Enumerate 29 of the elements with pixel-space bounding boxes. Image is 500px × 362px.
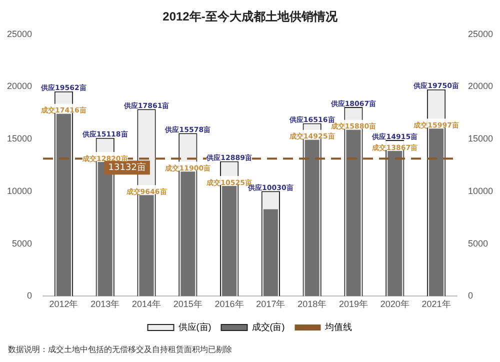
y2-tick-label: 15000 — [468, 134, 494, 144]
x-tick-label: 2019年 — [338, 299, 368, 310]
x-tick-label: 2021年 — [422, 299, 451, 310]
y2-tick-label: 20000 — [468, 81, 494, 92]
y-tick-label: 10000 — [6, 186, 32, 196]
y2-tick-label: 25000 — [468, 28, 494, 39]
y-tick-label: 20000 — [6, 81, 32, 92]
annotation: 13132亩 — [108, 162, 146, 174]
text: 数据说明：成交土地中包括的无偿移交及自持租赁面积均已剔除 — [8, 344, 232, 355]
x-tick-label: 2020年 — [380, 299, 410, 310]
legend-label: 成交(亩) — [252, 322, 285, 332]
legend-label: 供应(亩) — [178, 322, 212, 332]
x-tick-label: 2012年 — [49, 299, 78, 310]
x-tick-label: 2013年 — [90, 299, 120, 310]
x-tick-label: 2016年 — [214, 299, 244, 310]
x-tick-label: 2018年 — [298, 299, 327, 310]
y-tick-label: 0 — [27, 290, 32, 301]
y2-tick-label: 0 — [468, 290, 473, 301]
y2-tick-label: 10000 — [468, 186, 494, 196]
y-tick-label: 15000 — [6, 134, 32, 144]
y2-tick-label: 5000 — [468, 238, 488, 248]
y-tick-label: 5000 — [12, 238, 32, 248]
legend-label: 均值线 — [324, 322, 352, 332]
x-tick-label: 2014年 — [132, 299, 162, 310]
chart-title: 2012年-至今大成都土地供销情况 — [162, 10, 338, 24]
bar — [263, 209, 278, 296]
y-tick-label: 25000 — [6, 28, 32, 39]
x-tick-label: 2015年 — [173, 299, 202, 310]
x-tick-label: 2017年 — [256, 299, 286, 310]
